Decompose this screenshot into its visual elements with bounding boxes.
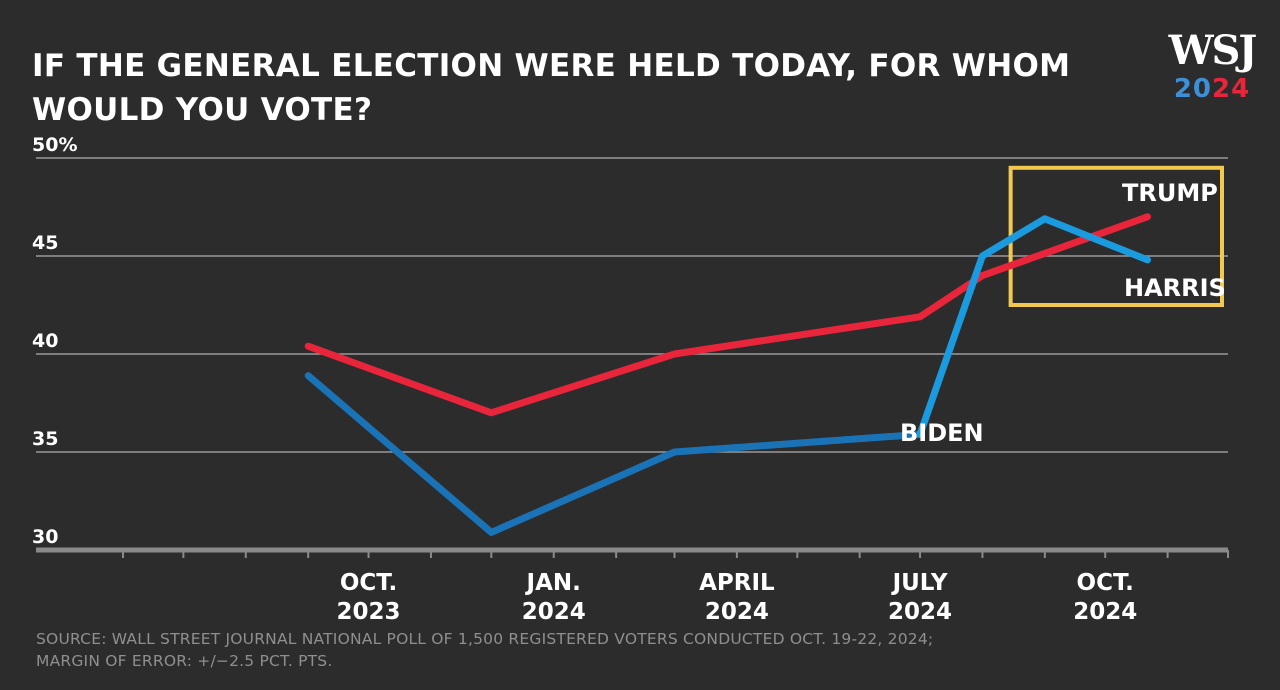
chart-title-line-2: WOULD YOU VOTE? bbox=[32, 92, 373, 128]
y-tick-label: 45 bbox=[32, 232, 58, 254]
y-tick-label: 30 bbox=[32, 526, 58, 548]
x-tick-label: 2023 bbox=[337, 599, 401, 625]
y-tick-label: 35 bbox=[32, 428, 58, 450]
source-line-1: SOURCE: WALL STREET JOURNAL NATIONAL POL… bbox=[36, 630, 934, 648]
series-line-biden bbox=[304, 372, 924, 536]
x-tick-label: 2024 bbox=[1073, 599, 1137, 625]
x-tick-label: OCT. bbox=[340, 570, 397, 596]
series-line-harris bbox=[916, 215, 1151, 438]
year-digit: 2 bbox=[1212, 74, 1232, 104]
chart-title-line-1: IF THE GENERAL ELECTION WERE HELD TODAY,… bbox=[32, 48, 1071, 84]
wsj-2024-logo: WSJ 2024 bbox=[1168, 27, 1258, 105]
y-tick-label: 50% bbox=[32, 134, 77, 156]
x-tick-label: APRIL bbox=[699, 570, 775, 596]
series-label-harris: HARRIS bbox=[1124, 274, 1226, 302]
x-tick-label: OCT. bbox=[1077, 570, 1134, 596]
x-tick-label: 2024 bbox=[705, 599, 769, 625]
series-label-trump: TRUMP bbox=[1122, 179, 1218, 207]
source-line-2: MARGIN OF ERROR: +/−2.5 PCT. PTS. bbox=[36, 652, 333, 670]
source-note: SOURCE: WALL STREET JOURNAL NATIONAL POL… bbox=[36, 628, 1256, 672]
x-tick-label: JAN. bbox=[525, 570, 581, 596]
election-year-logo: 2024 bbox=[1168, 74, 1256, 104]
year-digit: 4 bbox=[1231, 74, 1251, 104]
series-label-biden: BIDEN bbox=[900, 419, 984, 447]
series-line-trump bbox=[304, 213, 1151, 417]
year-digit-target-icon: 0 bbox=[1192, 74, 1212, 104]
x-tick-label: 2024 bbox=[522, 599, 586, 625]
x-tick-label: JULY bbox=[891, 570, 948, 596]
chart-title: IF THE GENERAL ELECTION WERE HELD TODAY,… bbox=[32, 44, 1132, 132]
wsj-logo-text: WSJ bbox=[1168, 27, 1258, 74]
x-tick-label: 2024 bbox=[888, 599, 952, 625]
y-tick-label: 40 bbox=[32, 330, 58, 352]
year-digit: 2 bbox=[1173, 74, 1193, 104]
